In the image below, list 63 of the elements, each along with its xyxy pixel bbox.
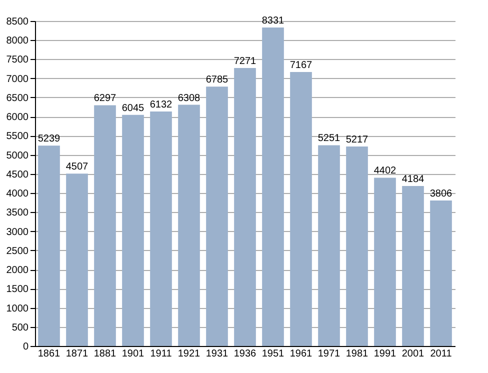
data-label: 4507 <box>66 162 89 173</box>
x-tick-label: 1871 <box>66 348 89 360</box>
y-tick-label: 7000 <box>6 74 29 85</box>
x-tick-label: 1861 <box>38 348 61 360</box>
data-label: 7167 <box>290 60 313 71</box>
bar <box>346 146 368 346</box>
y-tick-label: 3500 <box>6 208 29 219</box>
y-tick-label: 4000 <box>6 188 29 200</box>
y-tick-label: 6000 <box>6 112 29 124</box>
y-tick-label: 6500 <box>6 92 29 104</box>
bar <box>402 186 424 346</box>
bar <box>430 200 452 346</box>
data-label: 5251 <box>318 133 341 144</box>
x-tick-label: 1911 <box>150 348 172 360</box>
bar <box>122 114 144 346</box>
bar <box>290 72 312 346</box>
y-tick-label: 5000 <box>6 150 29 162</box>
x-tick-label: 1961 <box>290 348 313 360</box>
bar <box>206 86 228 346</box>
bar <box>66 174 88 346</box>
data-label: 8331 <box>262 15 285 26</box>
y-tick-label: 2000 <box>6 265 29 276</box>
y-tick-label: 500 <box>12 322 29 334</box>
data-label: 6132 <box>150 100 173 111</box>
data-label: 6045 <box>122 102 145 114</box>
data-label: 4184 <box>402 174 425 186</box>
bar <box>262 27 284 346</box>
y-tick-label: 0 <box>22 342 29 352</box>
y-tick-label: 2500 <box>6 246 29 257</box>
x-tick-label: 1881 <box>94 348 117 360</box>
x-tick-label: 1981 <box>346 348 369 360</box>
data-label: 7271 <box>234 56 257 67</box>
x-tick-label: 1921 <box>178 348 201 360</box>
x-tick-label: 1936 <box>234 348 257 360</box>
bar <box>234 68 256 346</box>
x-tick-label: 2011 <box>430 348 452 360</box>
data-label: 5217 <box>346 134 369 146</box>
x-tick-label: 1971 <box>318 348 341 360</box>
bar <box>94 105 116 346</box>
data-label: 5239 <box>38 134 61 145</box>
bar <box>318 145 340 346</box>
x-tick-label: 1951 <box>262 348 285 360</box>
y-tick-label: 8000 <box>6 36 29 47</box>
y-tick-label: 4500 <box>6 169 29 180</box>
data-label: 6308 <box>178 92 201 104</box>
data-label: 3806 <box>430 188 453 200</box>
x-tick-label: 1901 <box>122 348 145 360</box>
y-tick-label: 1000 <box>6 303 29 314</box>
x-tick-label: 1931 <box>206 348 229 360</box>
y-tick-label: 3000 <box>6 226 29 238</box>
data-label: 6297 <box>94 93 117 104</box>
bar <box>178 104 200 346</box>
x-tick-label: 1991 <box>374 348 397 360</box>
bar <box>38 146 60 346</box>
bar <box>150 112 172 346</box>
y-tick-label: 8500 <box>6 16 29 28</box>
y-tick-label: 7500 <box>6 54 29 66</box>
x-tick-label: 2001 <box>402 348 425 360</box>
bar <box>374 178 396 346</box>
y-tick-label: 1500 <box>6 284 29 296</box>
data-label: 6785 <box>206 74 229 86</box>
y-tick-label: 5500 <box>6 131 29 142</box>
data-label: 4402 <box>374 166 397 177</box>
